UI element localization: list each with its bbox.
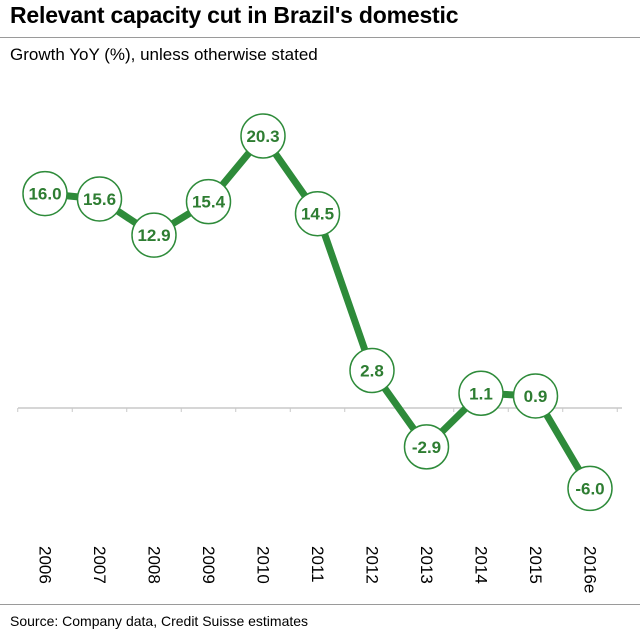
data-point-marker [240, 113, 286, 159]
data-markers: 16.0 15.6 12.9 15.4 20.3 14.5 2.8 -2.9 1.1 0.9 -6.… [22, 113, 613, 512]
x-axis-label: 2006 [36, 546, 55, 584]
data-point-marker [22, 170, 68, 217]
x-axis-label: 2010 [254, 546, 273, 584]
chart-title: Relevant capacity cut in Brazil's domest… [10, 2, 459, 28]
data-label: 15.4 [192, 193, 226, 212]
data-point-marker [131, 212, 177, 258]
x-axis-label: 2011 [308, 546, 327, 583]
x-axis-label: 2007 [90, 546, 109, 584]
data-label: 2.8 [360, 361, 384, 380]
data-point-marker [567, 465, 613, 512]
x-axis-label: 2008 [145, 546, 164, 584]
data-label: 16.0 [28, 185, 61, 204]
x-axis-label: 2013 [417, 546, 436, 584]
data-point-marker [76, 176, 123, 222]
line-chart: 16.0 15.6 12.9 15.4 20.3 14.5 2.8 -2.9 1.1 0.9 -6.… [17, 113, 622, 593]
data-point-marker [349, 347, 395, 394]
data-point-marker [294, 190, 341, 237]
x-axis-label: 2009 [199, 546, 218, 584]
data-point-marker [512, 373, 559, 419]
data-label: 12.9 [137, 226, 170, 245]
data-point-marker [185, 178, 232, 225]
data-label: -6.0 [575, 479, 604, 498]
chart-subtitle: Growth YoY (%), unless otherwise stated [10, 45, 318, 64]
title-divider [0, 37, 640, 38]
data-point-marker [458, 370, 504, 417]
source-note: Source: Company data, Credit Suisse esti… [10, 613, 309, 629]
data-point-marker [403, 424, 450, 470]
data-label: 1.1 [469, 384, 493, 403]
data-label: 0.9 [524, 387, 548, 406]
x-axis-label: 2014 [472, 546, 491, 584]
x-axis-label: 2015 [526, 546, 545, 584]
series-line [44, 132, 594, 491]
x-axis-labels: 2006 2007 2008 2009 2010 2011 2012 2013 2014 2015… [36, 546, 600, 593]
x-axis-label: 2016e [581, 546, 600, 593]
data-label: 15.6 [83, 190, 116, 209]
data-label: -2.9 [412, 438, 441, 457]
footer-divider [0, 604, 640, 605]
data-label: 20.3 [246, 127, 279, 146]
x-axis-label: 2012 [363, 546, 382, 584]
data-label: 14.5 [301, 205, 334, 224]
